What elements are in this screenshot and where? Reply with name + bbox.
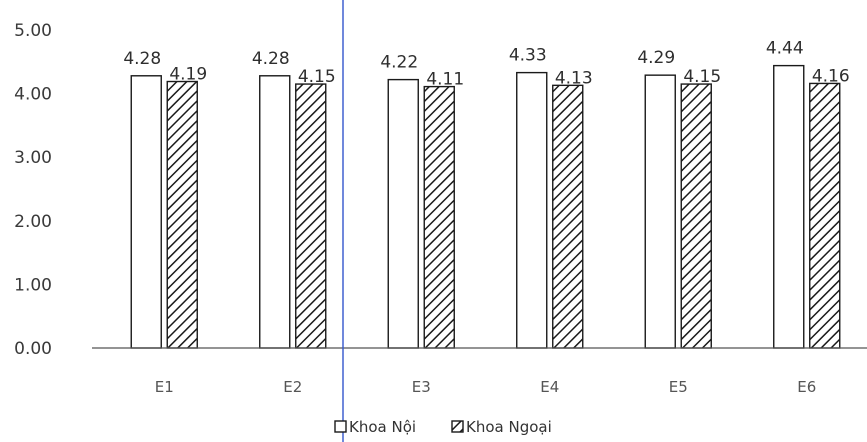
bar-khoa-ngoai <box>295 83 327 349</box>
category-label: E3 <box>412 378 431 396</box>
data-label: 4.15 <box>298 67 336 87</box>
y-tick-label: 0.00 <box>14 339 52 359</box>
y-tick-label: 1.00 <box>14 275 52 295</box>
legend-label-khoa-noi: Khoa Nội <box>349 418 416 436</box>
category-label: E2 <box>283 378 302 396</box>
bar-khoa-ngoai <box>809 82 841 349</box>
y-tick-label: 2.00 <box>14 212 52 232</box>
data-label: 4.28 <box>252 49 290 69</box>
data-label: 4.11 <box>426 70 464 90</box>
bar-khoa-ngoai <box>552 84 584 349</box>
y-tick-label: 5.00 <box>14 21 52 41</box>
category-label: E4 <box>540 378 559 396</box>
data-label: 4.28 <box>123 49 161 69</box>
y-axis-ticks: 0.00 1.00 2.00 3.00 4.00 5.00 <box>14 21 52 359</box>
category-label: E6 <box>797 378 816 396</box>
bars <box>130 64 841 349</box>
data-label: 4.44 <box>766 39 804 59</box>
bar-khoa-noi <box>516 71 548 349</box>
x-axis-categories: E1 E2 E3 E4 E5 E6 <box>155 378 817 396</box>
data-label: 4.22 <box>380 53 418 73</box>
bar-khoa-ngoai <box>166 80 198 349</box>
data-label: 4.16 <box>812 66 850 86</box>
legend: Khoa Nội Khoa Ngoại <box>334 418 552 436</box>
bar-khoa-noi <box>259 75 291 349</box>
legend-swatch-khoa-ngoai <box>451 420 464 433</box>
bar-khoa-noi <box>773 64 805 349</box>
data-label: 4.33 <box>509 46 547 66</box>
bar-khoa-noi <box>644 74 676 349</box>
data-label: 4.15 <box>683 67 721 87</box>
category-label: E1 <box>155 378 174 396</box>
y-tick-label: 4.00 <box>14 85 52 105</box>
bar-khoa-noi <box>387 78 419 349</box>
legend-swatch-khoa-noi <box>334 420 347 433</box>
data-label: 4.13 <box>555 68 593 88</box>
bar-khoa-ngoai <box>680 83 712 349</box>
bar-khoa-noi <box>130 75 162 349</box>
data-labels: 4.28 4.19 4.28 4.15 4.22 4.11 4.33 4.13 4.29 4.15… <box>123 39 849 90</box>
y-tick-label: 3.00 <box>14 148 52 168</box>
legend-label-khoa-ngoai: Khoa Ngoại <box>466 418 552 436</box>
bar-khoa-ngoai <box>423 85 455 349</box>
category-label: E5 <box>669 378 688 396</box>
data-label: 4.19 <box>169 65 207 85</box>
data-label: 4.29 <box>637 48 675 68</box>
